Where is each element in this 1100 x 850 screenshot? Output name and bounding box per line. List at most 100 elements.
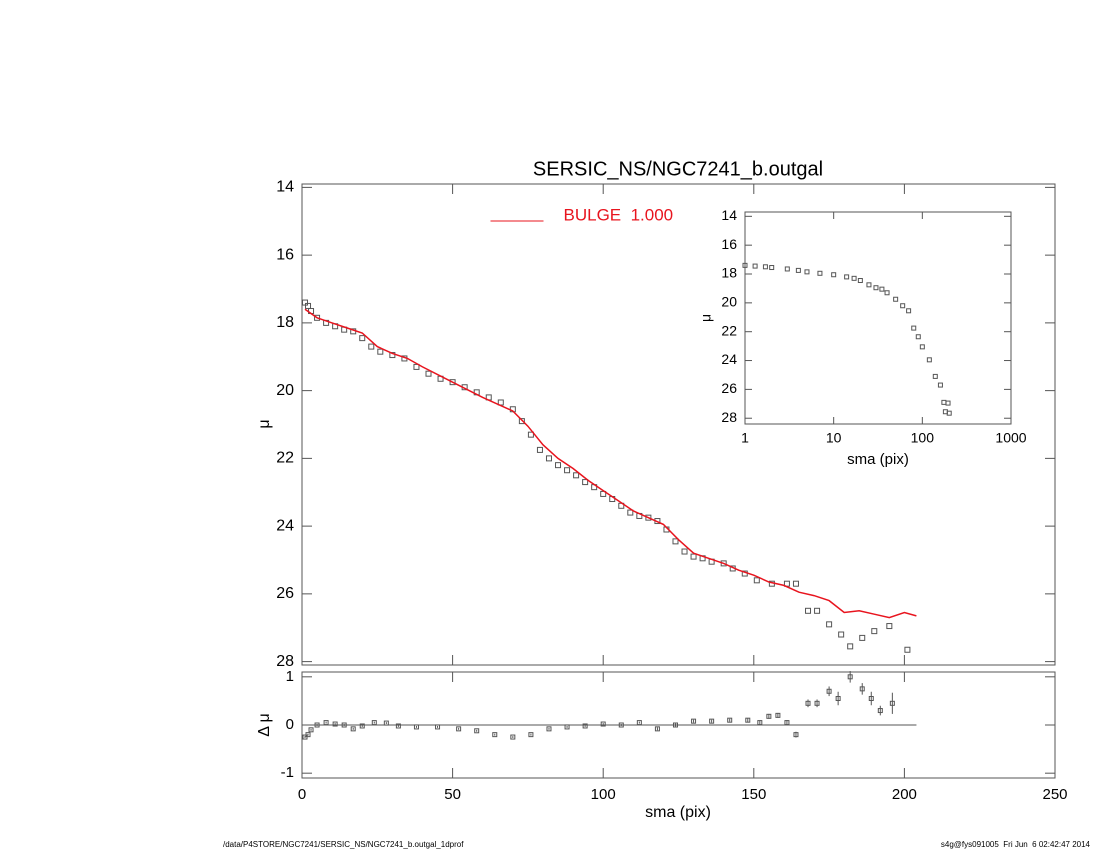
data-point (564, 467, 571, 474)
data-point (305, 302, 312, 309)
data-point (804, 269, 810, 275)
data-point (805, 700, 811, 706)
data-point (302, 299, 309, 306)
data-point (915, 334, 921, 340)
residual-y-axis-label: Δ μ (256, 713, 273, 736)
data-point (323, 720, 329, 726)
data-point (769, 265, 775, 271)
data-point (753, 577, 760, 584)
data-point (795, 267, 801, 273)
data-point (851, 275, 857, 281)
data-point (492, 732, 498, 738)
data-point (946, 410, 952, 416)
data-point (413, 363, 420, 370)
data-point (654, 726, 660, 732)
data-point (831, 272, 837, 278)
data-point (341, 722, 347, 728)
data-point (941, 399, 947, 405)
y-tick-label: 26 (721, 380, 737, 396)
data-point (911, 325, 917, 331)
data-point (937, 382, 943, 388)
x-tick-label: 10 (826, 430, 842, 446)
data-point (377, 348, 384, 355)
data-point (866, 282, 872, 288)
data-point (817, 270, 823, 276)
data-point (618, 722, 624, 728)
model-line (304, 308, 917, 619)
data-point (435, 724, 441, 730)
data-point (528, 732, 534, 738)
y-tick-label: 14 (276, 179, 294, 196)
data-point (766, 713, 772, 719)
data-point (645, 514, 652, 521)
data-point (564, 724, 570, 730)
inset-x-axis-label: sma (pix) (847, 451, 909, 468)
y-tick-label: 22 (721, 322, 737, 338)
y-tick-label: -1 (281, 764, 294, 781)
data-point (368, 343, 375, 350)
data-point (395, 723, 401, 729)
data-point (826, 621, 833, 628)
y-tick-label: 22 (276, 450, 294, 467)
data-point (305, 732, 311, 738)
data-point (945, 400, 951, 406)
x-tick-label: 200 (892, 786, 917, 803)
y-tick-label: 24 (276, 517, 294, 534)
data-point (727, 717, 733, 723)
data-point (545, 455, 552, 462)
data-point (449, 379, 456, 386)
legend-label: BULGE 1.000 (564, 205, 674, 224)
data-point (314, 722, 320, 728)
data-point (814, 607, 821, 614)
data-point (709, 718, 715, 724)
x-tick-label: 250 (1042, 786, 1067, 803)
data-point (536, 446, 543, 453)
data-point (555, 462, 562, 469)
footer-right: s4g@fys091005 Fri Jun 6 02:42:47 2014 (941, 840, 1091, 849)
data-point (600, 721, 606, 727)
data-point (636, 720, 642, 726)
data-point (627, 509, 634, 516)
data-point (672, 538, 679, 545)
data-point (413, 724, 419, 730)
data-point (793, 732, 799, 738)
x-tick-label: 150 (741, 786, 766, 803)
y-axis-label: μ (256, 419, 273, 428)
data-point (510, 734, 516, 740)
data-point (681, 548, 688, 555)
x-tick-label: 100 (591, 786, 616, 803)
y-tick-label: 14 (721, 207, 737, 223)
data-point (906, 308, 912, 314)
data-point (332, 721, 338, 727)
x-tick-label: 50 (444, 786, 461, 803)
data-point (919, 344, 925, 350)
y-tick-label: 24 (721, 351, 737, 367)
data-point (784, 266, 790, 272)
data-point (383, 720, 389, 726)
data-point (792, 580, 799, 587)
data-point (886, 623, 893, 630)
data-point (745, 717, 751, 723)
data-point (884, 290, 890, 296)
data-point (784, 720, 790, 726)
data-point (350, 726, 356, 732)
data-point (691, 718, 697, 724)
data-point (456, 726, 462, 732)
y-tick-label: 1 (286, 668, 294, 685)
data-point (844, 274, 850, 280)
data-point (926, 357, 932, 363)
y-tick-label: 16 (721, 236, 737, 252)
data-point (359, 335, 366, 342)
data-point (582, 723, 588, 729)
data-point (904, 646, 911, 653)
data-point (859, 686, 865, 692)
x-tick-label: 0 (298, 786, 306, 803)
data-point (775, 712, 781, 718)
y-tick-label: 0 (286, 716, 294, 733)
data-point (474, 728, 480, 734)
data-point (672, 722, 678, 728)
data-point (859, 634, 866, 641)
data-point (847, 674, 853, 680)
data-point (752, 263, 758, 269)
